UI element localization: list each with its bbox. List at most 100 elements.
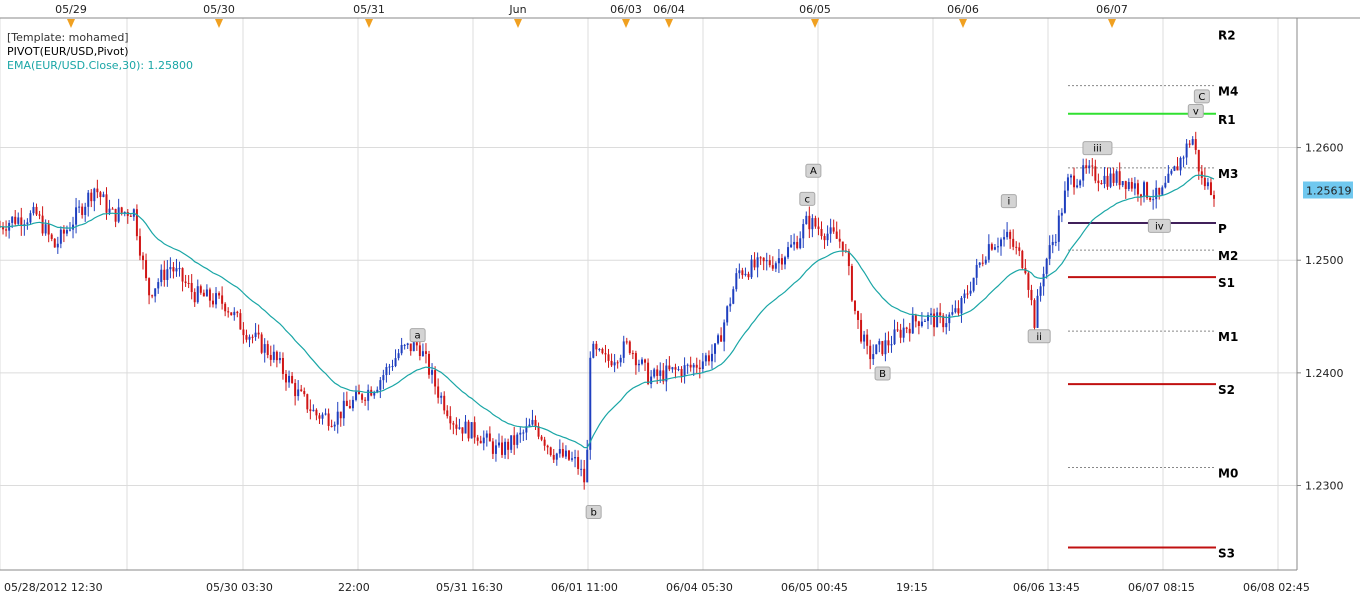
candle [1188, 140, 1191, 148]
pivot-label-S2: S2 [1218, 383, 1235, 397]
candle [1203, 168, 1206, 190]
candle [485, 430, 488, 447]
wave-label-text: B [879, 369, 886, 380]
candle [857, 310, 860, 329]
candle [677, 366, 680, 372]
x-axis-label: 05/30 03:30 [206, 581, 273, 594]
candle [516, 432, 519, 449]
candle [598, 348, 601, 352]
candle [567, 449, 570, 461]
candle [537, 422, 540, 440]
candle [561, 442, 564, 459]
candle [178, 261, 181, 277]
candle [87, 189, 90, 217]
candle [622, 335, 625, 364]
candle [1161, 185, 1164, 196]
candle [199, 284, 202, 295]
candle [790, 234, 793, 249]
candle [452, 420, 455, 435]
candle [604, 344, 607, 363]
candle [501, 435, 504, 458]
candle [409, 343, 412, 356]
top-date-label: 05/30 [203, 3, 235, 16]
candle [957, 300, 960, 317]
candle [1039, 282, 1042, 302]
candle [5, 220, 8, 237]
candle [129, 214, 132, 217]
x-axis-label: 06/05 00:45 [781, 581, 848, 594]
candle [239, 309, 242, 330]
candle [972, 277, 975, 293]
candle [275, 350, 278, 368]
candle [1003, 229, 1006, 247]
candle [321, 412, 324, 425]
candle [543, 436, 546, 451]
candle [1097, 173, 1100, 192]
candle [1051, 234, 1054, 254]
candle [564, 445, 567, 460]
date-marker-icon [1108, 19, 1116, 28]
candle [987, 234, 990, 263]
candle [923, 318, 926, 322]
candle [1066, 173, 1069, 198]
candle [285, 369, 288, 391]
candle [434, 366, 437, 395]
candle [117, 198, 120, 224]
candle [1213, 190, 1215, 207]
candle [300, 384, 303, 392]
candle [522, 429, 525, 441]
candle [382, 369, 385, 390]
wave-label-text: iii [1093, 144, 1101, 155]
candle [488, 426, 491, 442]
candle [281, 352, 284, 380]
candle [491, 438, 494, 460]
candle [884, 332, 887, 362]
pivot-label-S3: S3 [1218, 546, 1235, 560]
candle [780, 253, 783, 270]
candle [896, 321, 899, 332]
candle [1094, 159, 1097, 184]
top-date-label: 05/31 [353, 3, 385, 16]
candle [1146, 181, 1149, 200]
candle [653, 367, 656, 379]
candle [747, 271, 750, 280]
candle [574, 449, 577, 468]
candle [580, 459, 583, 477]
candle [528, 418, 531, 427]
candle [151, 294, 154, 299]
candle [1018, 242, 1021, 257]
candle [494, 439, 497, 462]
candle [698, 359, 701, 379]
candle [759, 256, 762, 265]
x-axis-label: 06/08 02:45 [1243, 581, 1310, 594]
candle [738, 263, 741, 279]
candle [1063, 181, 1066, 214]
candle [793, 233, 796, 251]
candle [1121, 181, 1124, 188]
candle [939, 303, 942, 324]
candle [1100, 179, 1103, 185]
candle [513, 426, 516, 455]
candle [808, 206, 811, 239]
date-marker-icon [665, 19, 673, 28]
candle [774, 261, 777, 273]
candle [449, 406, 452, 430]
candle [826, 225, 829, 246]
candle [984, 256, 987, 265]
candle [324, 408, 327, 416]
x-axis-label: 22:00 [338, 581, 370, 594]
ema-line [0, 174, 1215, 449]
candle [869, 339, 872, 370]
candle [78, 200, 81, 213]
candle [35, 203, 38, 217]
candle [157, 278, 160, 294]
candle [902, 318, 905, 343]
top-date-label: 05/29 [55, 3, 87, 16]
candle [470, 422, 473, 439]
candle [172, 262, 175, 279]
candle [17, 212, 20, 226]
candle [476, 434, 479, 446]
candle [437, 378, 440, 404]
candle [221, 286, 224, 310]
